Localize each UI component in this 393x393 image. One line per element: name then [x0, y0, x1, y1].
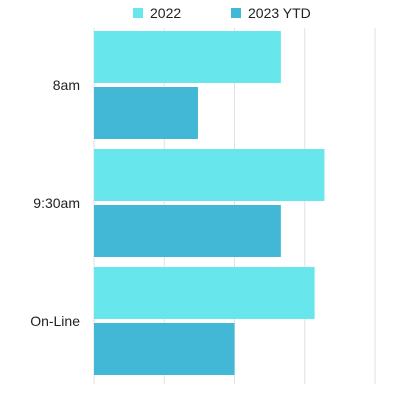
legend-swatch [133, 8, 143, 18]
legend-swatch [231, 8, 241, 18]
legend-label: 2022 [150, 5, 181, 21]
legend-label: 2023 YTD [248, 5, 311, 21]
bars [94, 31, 325, 375]
legend: 2022 2023 YTD [133, 5, 311, 21]
bar-series-2 [94, 323, 235, 375]
category-label: 9:30am [33, 195, 80, 211]
category-labels: 8am 9:30am On-Line [30, 77, 80, 329]
x-tick-label: 0 [90, 390, 98, 393]
category-label: 8am [53, 77, 80, 93]
x-tick-label: 100 [223, 390, 247, 393]
x-tick-label: 200 [363, 390, 387, 393]
bar-series-1 [94, 267, 315, 319]
bar-series-2 [94, 87, 198, 139]
bar-series-2 [94, 205, 281, 257]
bar-series-1 [94, 149, 325, 201]
x-tick-label: 50 [156, 390, 172, 393]
x-axis-ticks: 0 50 100 150 200 [90, 390, 387, 393]
category-label: On-Line [30, 313, 80, 329]
bar-series-1 [94, 31, 281, 83]
x-tick-label: 150 [293, 390, 317, 393]
